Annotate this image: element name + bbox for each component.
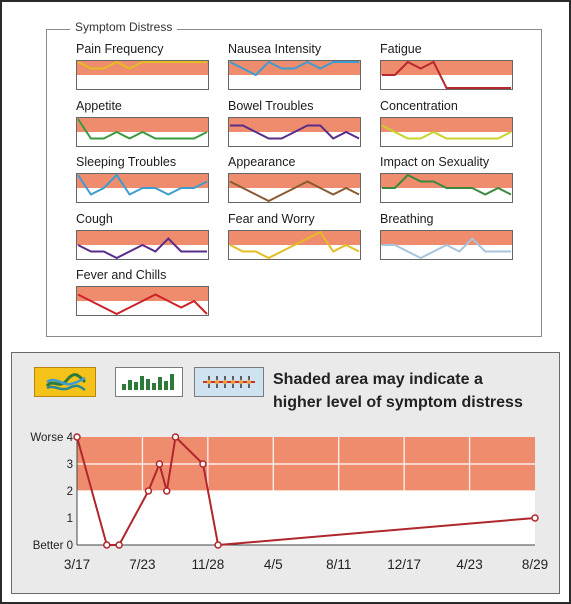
dot-view-button[interactable]: [194, 367, 264, 397]
sparkline-title: Cough: [76, 212, 113, 226]
sparkline-title: Breathing: [380, 212, 434, 226]
sparkline-title: Fear and Worry: [228, 212, 315, 226]
sparkline-series: [77, 118, 208, 140]
sparkline-chart[interactable]: [380, 230, 513, 260]
chart-data-point: [103, 541, 111, 549]
chart-data-point: [73, 433, 81, 441]
sparkline-chart[interactable]: [380, 173, 513, 203]
sparkline-chart[interactable]: [380, 117, 513, 147]
y-tick-label: 2: [67, 486, 73, 498]
sparkline-series: [229, 180, 360, 203]
y-tick-label: Worse 4: [30, 432, 73, 444]
y-tick-label: 1: [67, 513, 73, 525]
chart-data-point: [144, 487, 153, 495]
sparkline-chart[interactable]: [76, 117, 209, 147]
sparkline-series: [77, 60, 207, 70]
x-tick-label: 8/29: [522, 557, 548, 572]
x-tick-label: 3/17: [64, 557, 90, 572]
sparkline-title: Bowel Troubles: [228, 99, 314, 113]
y-tick-label: 3: [67, 459, 73, 471]
sparkline-title: Fatigue: [380, 42, 422, 56]
sparkline-series: [229, 60, 359, 77]
x-tick-label: 11/28: [191, 557, 224, 572]
sparkline-title: Sleeping Troubles: [76, 155, 177, 169]
sparkline-series: [229, 230, 360, 260]
sparkline-series: [381, 124, 512, 140]
sparkline-title: Appearance: [228, 155, 296, 169]
sparkline-shade: [229, 174, 360, 188]
sparkline-series: [230, 124, 360, 140]
bar-graph-icon: [122, 374, 174, 390]
sparkline-shade: [77, 231, 208, 245]
sparkline-title: Pain Frequency: [76, 42, 164, 56]
x-tick-label: 8/11: [326, 557, 351, 572]
chart-data-point: [163, 487, 171, 495]
chart-data-point: [531, 514, 539, 522]
sparkline-chart[interactable]: [380, 60, 513, 90]
x-tick-label: 7/23: [129, 557, 155, 572]
sparkline-chart[interactable]: [228, 173, 361, 203]
sparkline-chart[interactable]: [76, 173, 209, 203]
dot-plot-icon: [203, 376, 255, 388]
line-view-button[interactable]: [34, 367, 96, 397]
chart-data-point: [171, 433, 180, 441]
sparkline-shade: [77, 287, 208, 301]
sparkline-shade: [77, 118, 208, 132]
chart-data-point: [115, 541, 123, 549]
sparkline-series: [382, 237, 511, 260]
shading-note-line2: higher level of symptom distress: [273, 394, 523, 411]
sparkline-title: Appetite: [76, 99, 122, 113]
chart-data-point: [155, 460, 164, 468]
sparkline-chart[interactable]: [76, 230, 209, 260]
sparkline-shade: [77, 174, 208, 188]
symptom-distress-legend: Symptom Distress: [70, 20, 178, 34]
sparkline-chart[interactable]: [228, 230, 361, 260]
shading-note: Shaded area may indicate a higher level …: [273, 368, 563, 414]
sparkline-shade: [229, 118, 360, 132]
sparkline-title: Fever and Chills: [76, 268, 167, 282]
sparkline-series: [77, 237, 207, 260]
sparkline-series: [77, 173, 208, 196]
chart-data-point: [214, 541, 222, 549]
x-tick-label: 12/17: [387, 557, 421, 572]
sparkline-series: [77, 293, 208, 316]
sparkline-shade: [381, 118, 512, 132]
sparkline-title: Nausea Intensity: [228, 42, 322, 56]
sparkline-chart[interactable]: [76, 286, 209, 316]
shading-note-line1: Shaded area may indicate a: [273, 371, 483, 388]
sparkline-shade: [381, 231, 512, 245]
y-tick-label: Better 0: [33, 540, 73, 552]
sparkline-chart[interactable]: [76, 60, 209, 90]
sparkline-series: [382, 60, 511, 89]
sparkline-chart[interactable]: [228, 60, 361, 90]
chart-series-line: [76, 434, 536, 547]
line-graph-icon: [45, 373, 87, 392]
x-tick-label: 4/5: [264, 557, 283, 572]
x-tick-label: 4/23: [456, 557, 482, 572]
chart-data-point: [199, 460, 207, 468]
sparkline-title: Concentration: [380, 99, 458, 113]
bar-view-button[interactable]: [115, 367, 183, 397]
sparkline-chart[interactable]: [228, 117, 361, 147]
sparkline-series: [382, 173, 512, 196]
sparkline-title: Impact on Sexuality: [380, 155, 490, 169]
